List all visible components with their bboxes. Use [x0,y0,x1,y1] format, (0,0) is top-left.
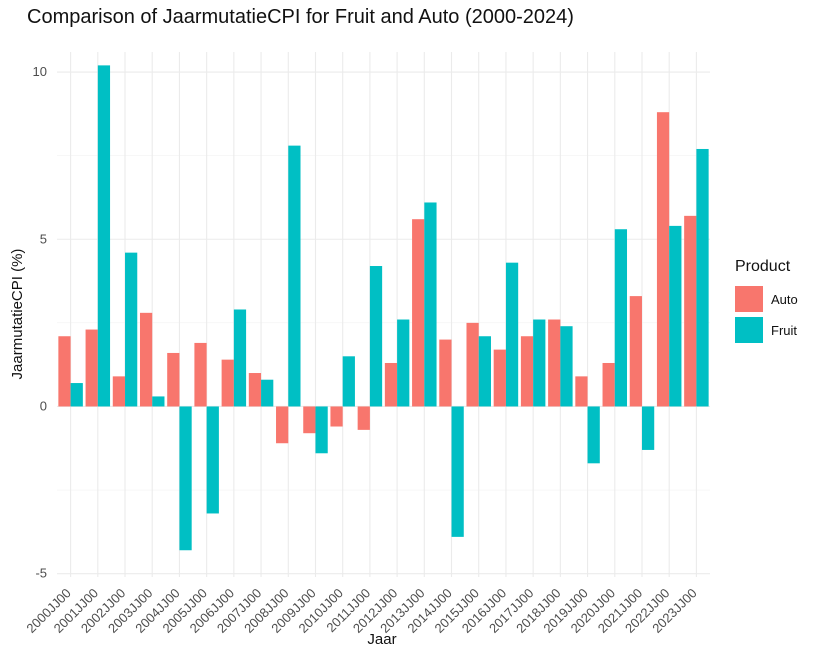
bar-auto [139,312,153,407]
bar-fruit [505,262,519,407]
x-tick-labels: 2000JJ002001JJ002002JJ002003JJ002004JJ00… [23,585,699,635]
y-tick-label: 5 [40,231,47,246]
bar-auto [412,219,425,407]
bar-auto [276,406,289,444]
bar-fruit [206,406,219,514]
bar-auto [602,362,615,407]
legend-key-swatch [735,286,763,312]
bar-auto [520,336,534,407]
bar-auto [548,319,561,407]
bar-fruit [641,406,655,450]
bar-fruit [478,336,491,407]
y-tick-label: -5 [35,566,47,581]
bar-fruit [669,225,682,407]
bar-fruit [152,396,165,407]
bar-fruit [97,65,111,407]
bar-auto [85,329,98,407]
legend-title: Product [735,258,791,275]
bar-fruit [125,252,138,407]
bar-auto [303,406,316,434]
bar-auto [684,215,697,407]
bar-auto [58,336,71,407]
bar-fruit [397,319,410,407]
bar-fruit [369,266,383,407]
bar-fruit [70,383,83,407]
bar-auto [629,296,642,407]
legend-item-auto: Auto [735,284,798,314]
legend-item-fruit: Fruit [735,315,798,345]
bar-fruit [315,406,328,454]
bar-fruit [614,229,628,407]
bar-fruit [533,319,546,407]
y-tick-label: 10 [33,64,47,79]
bar-fruit [261,379,274,407]
bar-fruit [587,406,600,464]
bar-auto [330,406,343,427]
bar-auto [493,349,506,407]
bar-fruit [424,202,437,407]
bar-auto [575,376,588,407]
y-tick-labels: -5 0 5 10 [33,64,47,581]
x-axis-title: Jaar [367,631,396,648]
bar-auto [656,112,670,407]
bar-auto [248,373,262,407]
bar-auto [439,339,452,407]
minor-gridlines [57,155,710,491]
bar-fruit [696,148,709,407]
legend-key-swatch [735,317,763,343]
legend-items: Auto Fruit [735,284,798,345]
bar-fruit [288,145,301,407]
y-axis-title: JaarmutatieCPI (%) [9,249,26,380]
bar-auto [112,376,126,407]
legend: Product Auto Fruit [735,258,798,346]
bar-fruit [342,356,355,407]
bar-auto [194,342,207,407]
bar-fruit [233,309,247,407]
major-gridlines [57,52,710,577]
bar-auto [384,362,398,407]
bar-auto [357,406,370,430]
y-tick-label: 0 [40,398,47,413]
bar-auto [167,352,180,407]
bar-marks [58,65,709,551]
bar-fruit [451,406,464,537]
legend-label: Auto [771,291,798,307]
legend-label: Fruit [771,322,797,338]
bar-auto [221,359,234,407]
bar-auto [466,322,479,407]
bar-fruit [179,406,192,551]
chart-title: Comparison of JaarmutatieCPI for Fruit a… [27,6,574,28]
bar-fruit [560,326,573,407]
